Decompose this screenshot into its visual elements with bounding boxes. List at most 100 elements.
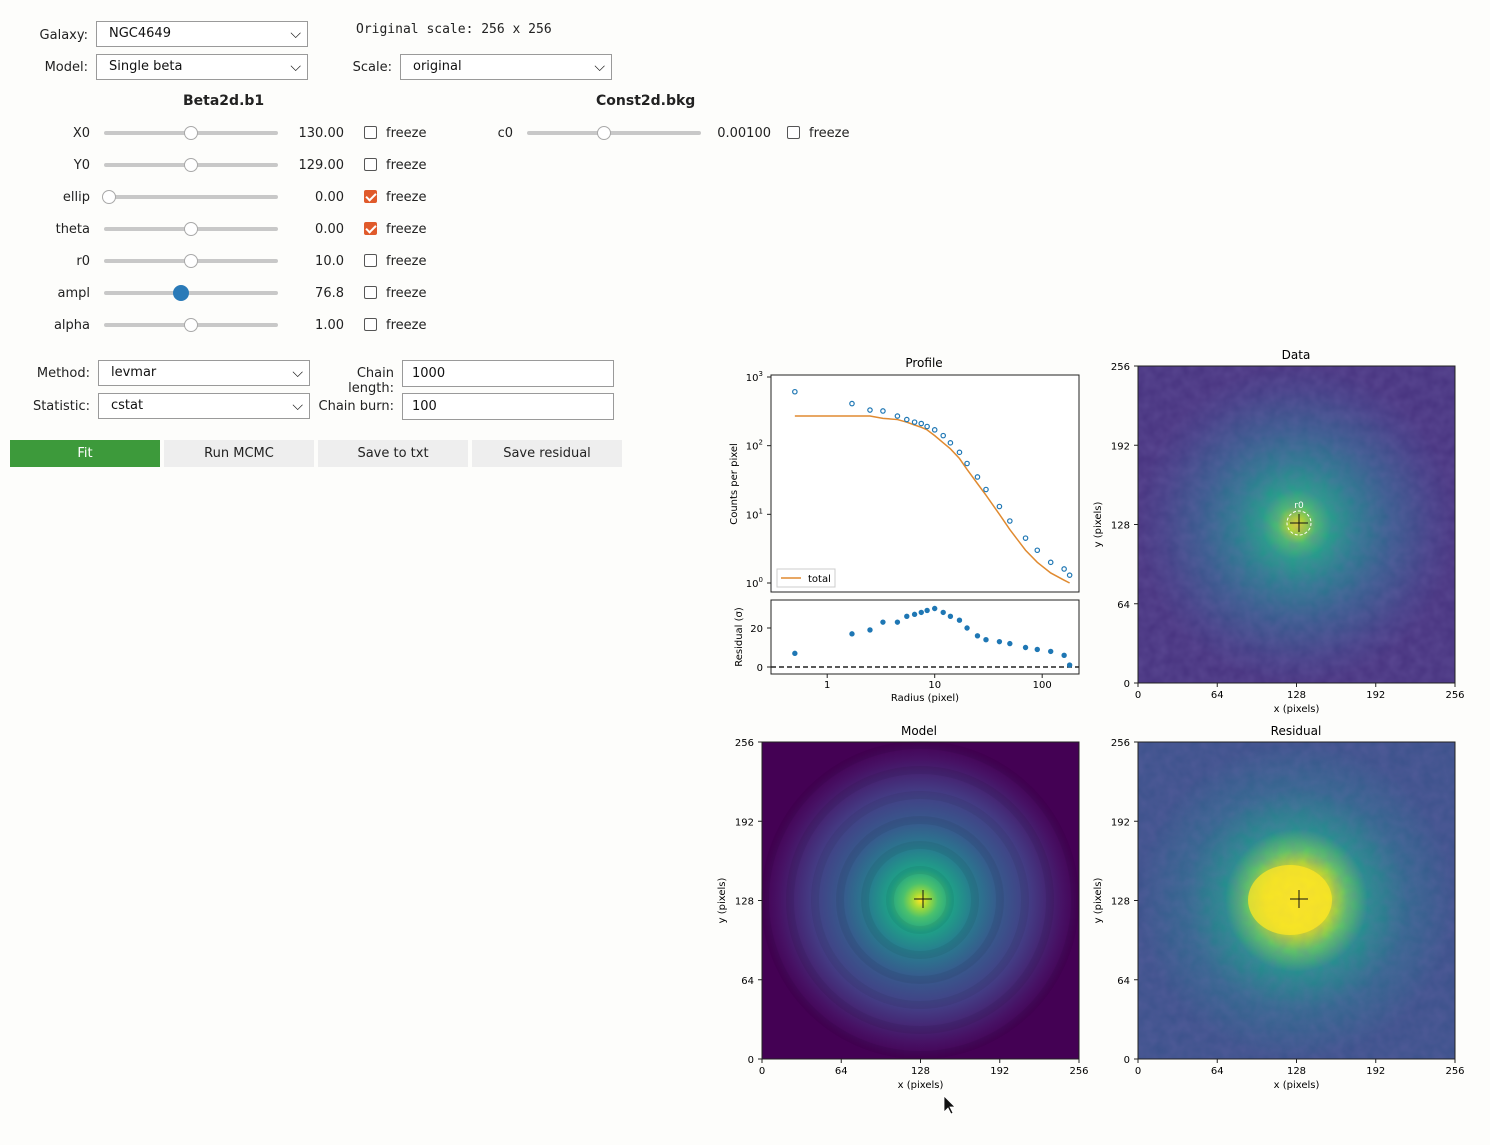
freeze-checkbox-ampl[interactable] <box>364 286 377 299</box>
model-select[interactable]: Single beta ⌵ <box>96 54 308 80</box>
freeze-label-r0: freeze <box>386 254 427 269</box>
image-ytick-label: 64 <box>1117 976 1130 987</box>
radius-xtick-label: 1 <box>824 680 830 691</box>
model-contour-rings <box>761 741 1079 1059</box>
freeze-checkbox-c0[interactable] <box>787 126 800 139</box>
model-contour-ring <box>836 816 1004 984</box>
image-xtick-label: 64 <box>1211 690 1224 701</box>
save-residual-button[interactable]: Save residual <box>472 440 622 467</box>
slider-track-c0[interactable] <box>527 131 701 135</box>
slider-handle-x0[interactable] <box>184 126 198 140</box>
profile-data-point <box>1022 535 1029 541</box>
profile-data-point <box>974 474 981 480</box>
image-ylabel: y (pixels) <box>1093 502 1104 548</box>
slider-handle-ellip[interactable] <box>102 190 116 204</box>
residual-data-point <box>1061 652 1067 658</box>
freeze-checkbox-x0[interactable] <box>364 126 377 139</box>
r0-circle <box>1286 510 1312 536</box>
profile-title: Profile <box>905 356 942 370</box>
image-xtick-label: 64 <box>835 1066 848 1077</box>
param-name-theta: theta <box>55 222 90 237</box>
radius-xtick-label: 10 <box>928 680 941 691</box>
radius-xlabel: Radius (pixel) <box>891 693 959 704</box>
freeze-checkbox-r0[interactable] <box>364 254 377 267</box>
image-ytick-label: 256 <box>735 738 754 749</box>
residual-data-point <box>1034 646 1040 653</box>
method-select[interactable]: levmar ⌵ <box>98 360 310 386</box>
image-xtick-label: 192 <box>1366 1066 1385 1077</box>
galaxy-select[interactable]: NGC4649 ⌵ <box>96 21 308 47</box>
residual-data-point <box>956 617 963 623</box>
slider-handle-r0[interactable] <box>184 254 198 268</box>
freeze-label-ampl: freeze <box>386 286 427 301</box>
chain-burn-input[interactable]: 100 <box>402 393 614 420</box>
slider-track-ellip[interactable] <box>104 195 278 199</box>
freeze-checkbox-alpha[interactable] <box>364 318 377 331</box>
param-value-ampl: 76.8 <box>315 286 344 301</box>
chevron-down-icon: ⌵ <box>290 26 301 42</box>
profile-ytick-label: 102 <box>746 439 763 453</box>
image-xtick-label: 0 <box>1135 1066 1141 1077</box>
data-image-ticks: 0 64 128 192 256 256 192 128 64 0 x (pixels) y (pix… <box>1093 362 1465 715</box>
image-xtick-label: 256 <box>1445 1066 1464 1077</box>
image-ytick-label: 0 <box>1124 679 1130 690</box>
image-ytick-label: 256 <box>1111 362 1130 373</box>
profile-ytick-label: 100 <box>746 576 763 590</box>
statistic-select[interactable]: cstat ⌵ <box>98 393 310 419</box>
image-ytick-label: 128 <box>1111 521 1130 532</box>
residual-data-point <box>918 609 924 616</box>
slider-handle-y0[interactable] <box>184 158 198 172</box>
freeze-label-c0: freeze <box>809 126 850 141</box>
profile-data-point <box>964 460 970 467</box>
freeze-checkbox-ellip[interactable] <box>364 190 377 203</box>
slider-handle-c0[interactable] <box>596 126 611 140</box>
param-name-x0: X0 <box>72 126 90 141</box>
residual-axes <box>770 599 1080 675</box>
profile-model-line <box>794 415 1070 584</box>
image-ylabel: y (pixels) <box>717 878 728 924</box>
model-contour-ring <box>861 841 979 959</box>
model-contour-ring <box>811 791 1029 1009</box>
image-ytick-label: 128 <box>1111 897 1130 908</box>
save-to-txt-button[interactable]: Save to txt <box>318 440 468 467</box>
profile-data-point <box>911 419 918 425</box>
fit-button[interactable]: Fit <box>10 440 160 467</box>
profile-ytick-label: 103 <box>746 370 763 384</box>
slider-handle-ampl[interactable] <box>172 285 189 301</box>
image-ytick-label: 192 <box>735 817 754 828</box>
const-model-title: Const2d.bkg <box>596 93 696 109</box>
residual-axis-ticks: 0 20 1 10 100 <box>750 624 1051 691</box>
residual-data-point <box>1007 640 1013 647</box>
freeze-checkbox-theta[interactable] <box>364 222 377 235</box>
param-name-y0: Y0 <box>73 158 90 173</box>
chain-length-input[interactable]: 1000 <box>402 360 614 387</box>
legend-label-total: total <box>808 574 831 585</box>
slider-handle-theta[interactable] <box>184 222 198 236</box>
residual-data-point <box>974 633 981 639</box>
run-mcmc-button[interactable]: Run MCMC <box>164 440 314 467</box>
profile-data-point <box>947 440 954 446</box>
residual-bright-core <box>1248 865 1332 935</box>
residual-data-point <box>911 611 918 618</box>
freeze-label-alpha: freeze <box>386 318 427 333</box>
profile-data-point <box>983 486 989 493</box>
model-contour-ring <box>786 766 1054 1034</box>
residual-data-point <box>947 613 954 619</box>
r0-annotation: r0 <box>1294 501 1304 511</box>
scale-select[interactable]: original ⌵ <box>400 54 612 80</box>
image-ytick-label: 128 <box>735 897 754 908</box>
freeze-label-y0: freeze <box>386 158 427 173</box>
image-xtick-label: 0 <box>759 1066 765 1077</box>
profile-data-point <box>894 413 901 419</box>
mouse-cursor-icon <box>943 1095 956 1115</box>
param-value-theta: 0.00 <box>315 222 344 237</box>
slider-handle-alpha[interactable] <box>184 318 198 332</box>
beta-model-title: Beta2d.b1 <box>183 93 265 109</box>
freeze-checkbox-y0[interactable] <box>364 158 377 171</box>
profile-axes <box>770 374 1080 593</box>
residual-data-point <box>904 613 910 619</box>
radius-xtick-label: 100 <box>1033 680 1052 691</box>
model-image-ticks: 0 64 128 192 256 256 192 128 64 0 x (pixels) y (pix… <box>717 738 1089 1091</box>
image-ytick-label: 0 <box>1124 1055 1130 1066</box>
slider-track-ampl[interactable] <box>104 291 278 295</box>
